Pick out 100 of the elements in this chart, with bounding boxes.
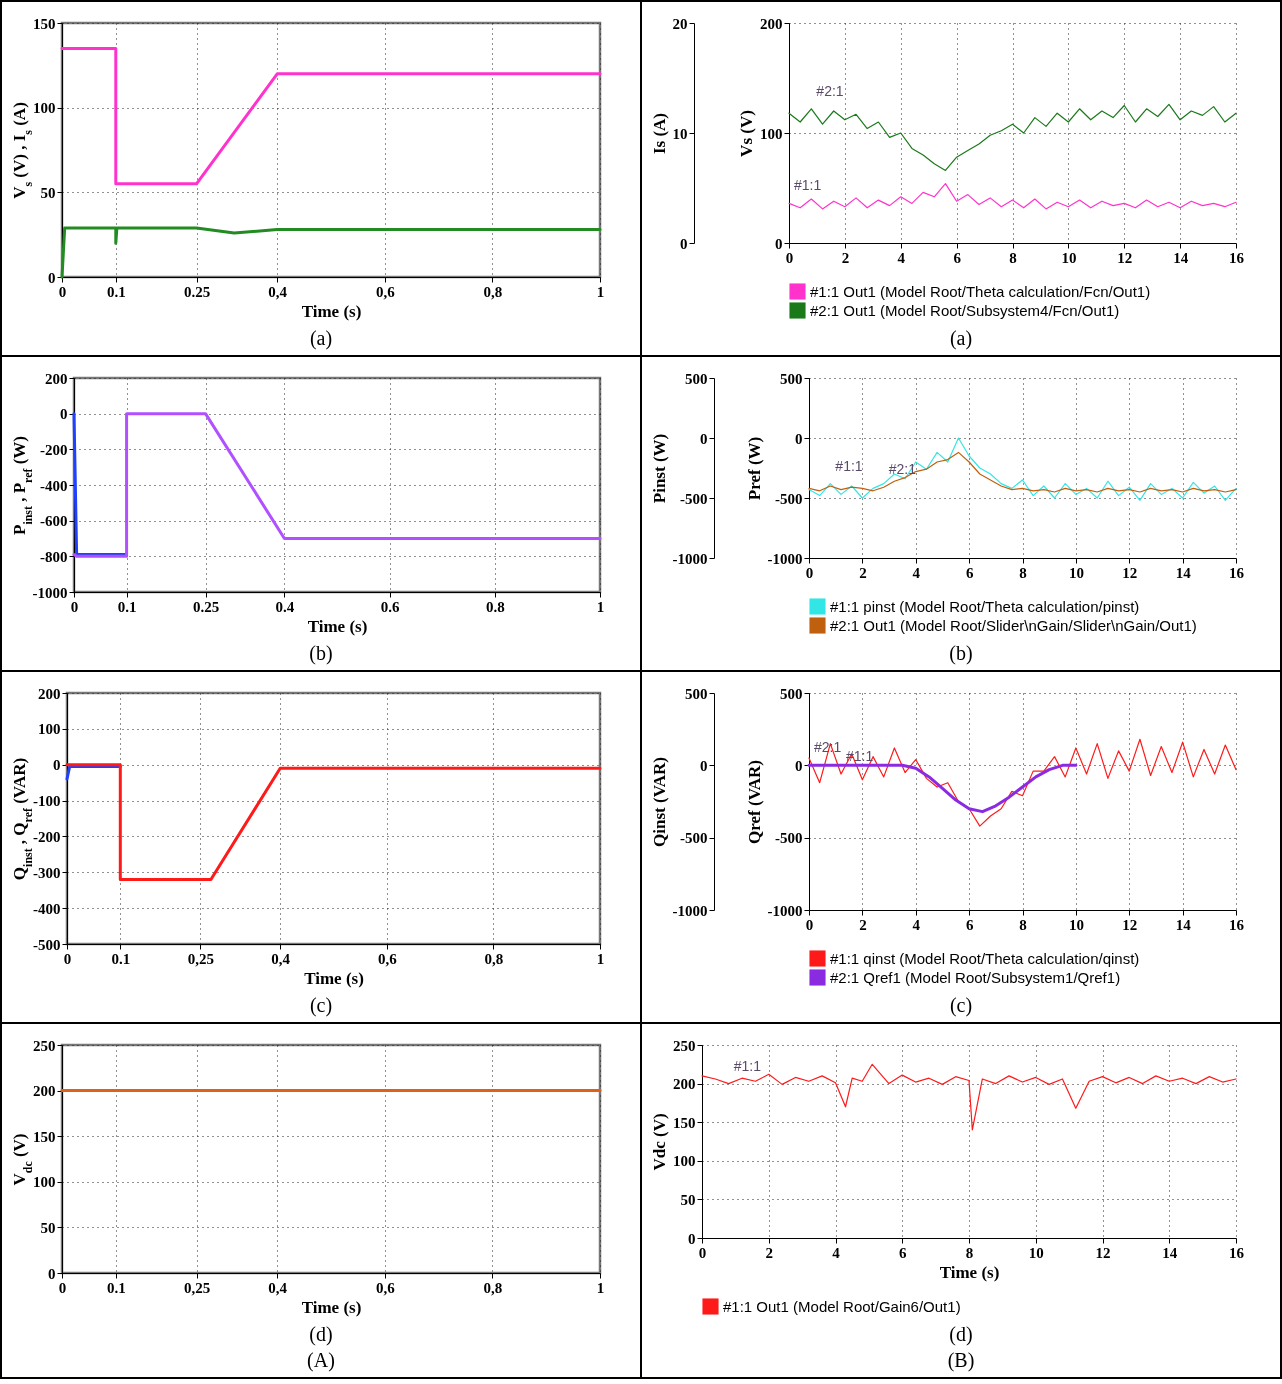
x-tick-label: 4	[832, 1244, 841, 1261]
x-tick-label: 4	[912, 564, 921, 581]
y2-axis-title: Qref (VAR)	[744, 760, 764, 844]
y-tick-label: 0	[53, 757, 61, 774]
x-tick-label: 0,6	[377, 950, 398, 967]
y2-tick-label: 0	[795, 757, 803, 774]
x-tick-label: 6	[965, 916, 974, 933]
x-tick-label: 0,25	[183, 1279, 211, 1296]
x-tick-label: 4	[897, 249, 906, 266]
y-tick-label: 0	[680, 235, 688, 252]
x-tick-label: 0,8	[483, 283, 503, 300]
y2-tick-label: 0	[775, 235, 783, 252]
y-tick-label: 20	[672, 15, 688, 32]
y-tick-label: 50	[680, 1191, 696, 1208]
x-tick-label: 0	[785, 249, 794, 266]
x-tick-label: 0	[805, 564, 814, 581]
x-tick-label: 16	[1229, 916, 1245, 933]
line-series	[808, 437, 1237, 501]
x-tick-label: 8	[1019, 564, 1027, 581]
legend-label: #1:1 pinst (Model Root/Theta calculation/pinst)	[830, 597, 1140, 615]
x-tick-label: 0,8	[483, 1279, 503, 1296]
x-tick-label: 0.8	[485, 598, 505, 615]
x-tick-label: 8	[1009, 249, 1017, 266]
x-tick-label: 0.1	[111, 950, 131, 967]
legend-label: #2:1 Qref1 (Model Root/Subsystem1/Qref1)	[830, 968, 1121, 986]
x-tick-label: 14	[1173, 249, 1189, 266]
legend-label: #1:1 Out1 (Model Root/Gain6/Out1)	[723, 1297, 961, 1315]
x-tick-label: 0	[805, 916, 814, 933]
y2-tick-label: -500	[775, 490, 803, 507]
x-tick-label: 0,8	[484, 950, 504, 967]
annotation: #1:1	[835, 457, 863, 474]
y-tick-label: 150	[33, 15, 56, 32]
y2-tick-label: 500	[780, 685, 803, 702]
x-tick-label: 0.1	[106, 283, 126, 300]
y-tick-label: -500	[680, 830, 708, 847]
text: (a)	[309, 326, 333, 351]
x-tick-label: 8	[1019, 916, 1027, 933]
y-tick-label: 50	[40, 184, 56, 201]
x-tick-label: 0,6	[375, 1279, 396, 1296]
text: (c)	[949, 993, 973, 1018]
x-tick-label: 0.1	[117, 598, 137, 615]
y-axis-title: Is (A)	[649, 112, 669, 155]
y-tick-label: 100	[38, 721, 61, 738]
y-tick-label: 250	[33, 1037, 56, 1054]
text: (b)	[309, 641, 333, 666]
line-series	[72, 412, 602, 558]
x-tick-label: 2	[859, 564, 867, 581]
y-tick-label: -400	[40, 477, 68, 494]
y-tick-label: 150	[33, 1128, 56, 1145]
x-tick-label: 12	[1095, 1244, 1111, 1261]
line-series	[788, 103, 1237, 171]
y-tick-label: 100	[673, 1153, 696, 1170]
y-tick-label: 200	[673, 1076, 696, 1093]
x-tick-label: 0.25	[183, 283, 211, 300]
y-tick-label: -1000	[32, 584, 68, 601]
y2-tick-label: 500	[780, 370, 803, 387]
x-axis-title: Time (s)	[301, 301, 362, 321]
line-series	[701, 1063, 1237, 1131]
y-tick-label: -600	[40, 513, 68, 530]
x-tick-label: 16	[1229, 249, 1245, 266]
text: (B)	[947, 1348, 975, 1373]
y-tick-label: 500	[685, 685, 708, 702]
x-tick-label: 0,4	[268, 1279, 288, 1296]
annotation: #2:1	[816, 82, 844, 99]
y-tick-label: 0	[700, 757, 708, 774]
y-axis-title: Pinst (W)	[649, 433, 669, 504]
annotation: #1:1	[794, 177, 822, 194]
line-series	[807, 763, 1078, 814]
y-tick-label: 0	[48, 269, 56, 286]
x-tick-label: 8	[965, 1244, 974, 1261]
legend-label: #1:1 qinst (Model Root/Theta calculation/qinst)	[830, 949, 1140, 967]
y2-tick-label: 0	[795, 430, 803, 447]
x-axis-title: Time (s)	[307, 616, 368, 636]
y-tick-label: 500	[685, 370, 708, 387]
x-tick-label: 2	[859, 916, 867, 933]
x-tick-label: 1	[596, 598, 605, 615]
x-tick-label: 12	[1122, 564, 1138, 581]
y-tick-label: 200	[38, 685, 61, 702]
x-tick-label: 12	[1117, 249, 1133, 266]
y-tick-label: 100	[33, 1174, 56, 1191]
y-tick-label: -300	[33, 864, 61, 881]
y2-tick-label: 200	[760, 15, 783, 32]
x-tick-label: 4	[912, 916, 921, 933]
x-tick-label: 16	[1229, 564, 1245, 581]
y-tick-label: 200	[33, 1083, 56, 1100]
x-tick-label: 6	[965, 564, 974, 581]
x-tick-label: 10	[1068, 916, 1084, 933]
y2-tick-label: -1000	[767, 902, 803, 919]
y-tick-label: 50	[40, 1219, 56, 1236]
text: (c)	[309, 993, 333, 1018]
x-tick-label: 14	[1162, 1244, 1178, 1261]
x-tick-label: 2	[765, 1244, 773, 1261]
x-tick-label: 0.25	[192, 598, 220, 615]
y-tick-label: 250	[673, 1037, 696, 1054]
y-tick-label: 0	[688, 1230, 696, 1247]
x-axis-title: Time (s)	[304, 968, 364, 988]
x-tick-label: 10	[1061, 249, 1077, 266]
y2-tick-label: -500	[775, 830, 803, 847]
y2-axis-title: Pref (W)	[744, 436, 764, 501]
x-axis-title: Time (s)	[301, 1297, 362, 1317]
